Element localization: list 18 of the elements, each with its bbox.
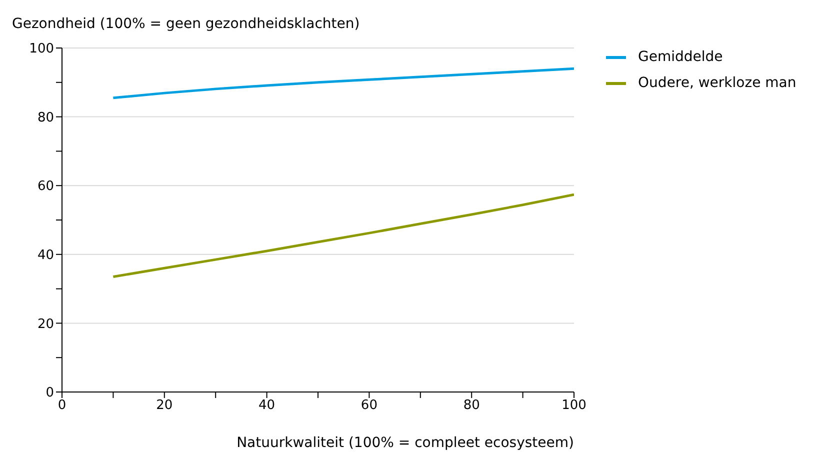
line-series (112, 193, 574, 278)
y-tick-label: 80 (37, 110, 54, 126)
y-tick-label: 0 (46, 386, 54, 401)
legend-label: Gemiddelde (638, 49, 723, 65)
x-tick-label: 60 (360, 398, 378, 414)
y-tick-label: 60 (37, 179, 54, 194)
x-tick-label: 0 (58, 398, 66, 414)
x-tick-label: 20 (156, 398, 173, 414)
y-axis-title: Gezondheid (100% = geen gezondheidsklachten) (12, 16, 360, 32)
x-tick-label: 100 (562, 398, 586, 414)
x-axis-title: Natuurkwaliteit (100% = compleet ecosysteem) (236, 435, 574, 451)
x-tick-label: 40 (258, 398, 276, 414)
legend-label: Oudere, werkloze man (638, 75, 796, 91)
x-tick-label: 80 (463, 398, 480, 414)
y-tick-label: 20 (37, 316, 54, 332)
y-tick-label: 40 (37, 248, 54, 264)
y-tick-label: 100 (29, 42, 54, 57)
line-series (112, 67, 574, 100)
